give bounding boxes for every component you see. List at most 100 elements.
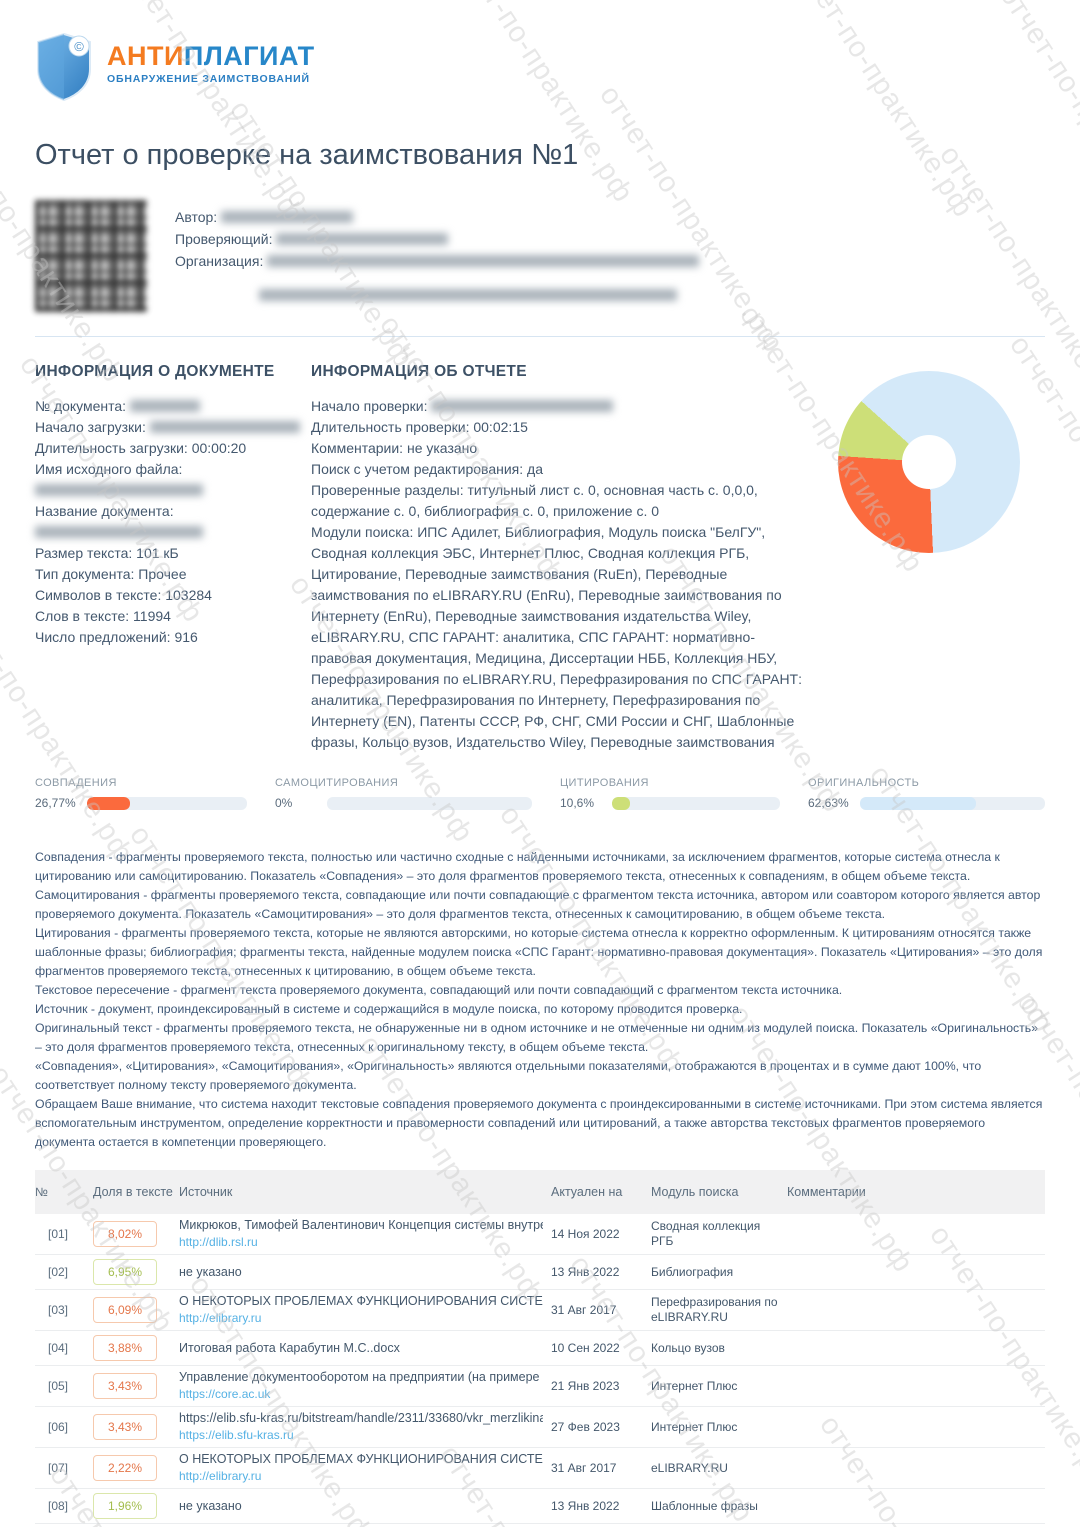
- metric-bar-row: 26,77%: [35, 796, 247, 810]
- source-title: не указано: [179, 1498, 242, 1513]
- table-row: [03] 6,09% О НЕКОТОРЫХ ПРОБЛЕМАХ ФУНКЦИОНИ…: [35, 1290, 1045, 1331]
- share-cell: 2,22%: [93, 1455, 179, 1481]
- info-row: Поиск с учетом редактирования: да: [311, 459, 813, 480]
- col-header-comments: Комментарии: [787, 1184, 866, 1199]
- brand-text: АНТИПЛАГИАТ ОБНАРУЖЕНИЕ ЗАИМСТВОВАНИЙ: [107, 33, 315, 86]
- definition-paragraph: Обращаем Ваше внимание, что система нахо…: [35, 1097, 1043, 1149]
- metric-bar-row: 10,6%: [560, 796, 780, 810]
- metric-label: СОВПАДЕНИЯ: [35, 777, 117, 789]
- document-info-panel: ИНФОРМАЦИЯ О ДОКУМЕНТЕ № документа: Нача…: [35, 363, 311, 753]
- source-title: Микрюков, Тимофей Валентинович Концепция…: [179, 1218, 543, 1232]
- definitions-text: Совпадения - фрагменты проверяемого текс…: [35, 848, 1045, 1152]
- report-info-list: Начало проверки: Длительность проверки: …: [311, 396, 813, 753]
- source-date: 13 Янв 2022: [551, 1264, 620, 1279]
- source-title: не указано: [179, 1264, 242, 1279]
- source-module: Интернет Плюс: [651, 1378, 738, 1393]
- svg-text:©: ©: [74, 39, 84, 54]
- header: © АНТИПЛАГИАТ ОБНАРУЖЕНИЕ ЗАИМСТВОВАНИЙ: [35, 0, 1045, 102]
- source-date: 27 Фев 2023: [551, 1419, 620, 1434]
- metric-value: 62,63%: [808, 796, 849, 810]
- info-row: Длительность проверки: 00:02:15: [311, 417, 813, 438]
- source-module: Сводная коллекция РГБ: [651, 1219, 761, 1248]
- metric-fill: [612, 796, 630, 810]
- metric-bar-row: 0%: [275, 796, 532, 810]
- info-row: Комментарии: не указано: [311, 438, 813, 459]
- share-cell: 3,88%: [93, 1335, 179, 1361]
- info-row: Символов в тексте: 103284: [35, 585, 311, 606]
- source-cell: не указано: [179, 1499, 551, 1514]
- metric-track: [612, 796, 780, 810]
- definition-paragraph: Цитирования - фрагменты проверяемого тек…: [35, 926, 1043, 978]
- antiplagiat-shield-logo-icon: ©: [35, 32, 93, 102]
- info-value: 00:02:15: [473, 419, 528, 435]
- info-row: Начало загрузки:: [35, 417, 311, 438]
- share-badge: 8,02%: [93, 1221, 157, 1247]
- source-link[interactable]: http://elibrary.ru: [179, 1311, 262, 1325]
- info-value: 00:00:20: [191, 440, 247, 456]
- info-value: 11994: [133, 608, 171, 624]
- metric-value: 10,6%: [560, 796, 595, 810]
- redacted-value: [149, 421, 300, 433]
- source-link[interactable]: https://core.ac.uk: [179, 1387, 271, 1401]
- definition-paragraph: Оригинальный текст - фрагменты проверяем…: [35, 1021, 1039, 1054]
- metric-4: ОРИГИНАЛЬНОСТЬ 62,63%: [808, 777, 1045, 810]
- info-section: ИНФОРМАЦИЯ О ДОКУМЕНТЕ № документа: Нача…: [35, 363, 1045, 753]
- author-block: Автор: Проверяющий: Организация:: [35, 200, 1045, 312]
- source-date: 21 Янв 2023: [551, 1378, 620, 1393]
- col-header-module: Модуль поиска: [651, 1184, 739, 1199]
- table-row: [01] 8,02% Микрюков, Тимофей Валентинович …: [35, 1214, 1045, 1255]
- info-label: Комментарии:: [311, 440, 407, 456]
- checker-label: Проверяющий:: [175, 231, 273, 247]
- redacted-value: [35, 484, 203, 496]
- org-value-redacted: [267, 255, 700, 267]
- col-header-date: Актуален на: [551, 1184, 623, 1199]
- share-badge: 3,88%: [93, 1335, 157, 1361]
- share-cell: 6,95%: [93, 1259, 179, 1285]
- info-label: Символов в тексте:: [35, 587, 166, 603]
- metric-value: 26,77%: [35, 796, 76, 810]
- source-date: 10 Сен 2022: [551, 1340, 620, 1355]
- source-title: Итоговая работа Карабутин М.С..docx: [179, 1340, 400, 1355]
- org-label: Организация:: [175, 253, 264, 269]
- metric-label: ЦИТИРОВАНИЯ: [560, 777, 649, 789]
- info-value: да: [527, 461, 543, 477]
- table-header-row: № Доля в тексте Источник Актуален на Мод…: [35, 1170, 1045, 1214]
- info-value: 101 кБ: [136, 545, 179, 561]
- chart-panel: [813, 363, 1045, 753]
- document-info-list: № документа: Начало загрузки: Длительнос…: [35, 396, 311, 648]
- col-header-share: Доля в тексте: [93, 1184, 173, 1199]
- metric-1: СОВПАДЕНИЯ 26,77%: [35, 777, 275, 810]
- metric-3: ЦИТИРОВАНИЯ 10,6%: [560, 777, 808, 810]
- source-link[interactable]: http://dlib.rsl.ru: [179, 1235, 258, 1249]
- document-info-title: ИНФОРМАЦИЯ О ДОКУМЕНТЕ: [35, 363, 275, 380]
- share-cell: 3,43%: [93, 1373, 179, 1399]
- source-module: eLIBRARY.RU: [651, 1460, 728, 1475]
- info-row: Начало проверки:: [311, 396, 813, 417]
- brand-plagiat: ПЛАГИАТ: [183, 41, 315, 71]
- definition-paragraph: Самоцитирования - фрагменты проверяемого…: [35, 888, 1041, 921]
- source-number: [06]: [48, 1420, 69, 1434]
- info-label: № документа:: [35, 398, 130, 414]
- source-link[interactable]: http://elibrary.ru: [179, 1469, 262, 1483]
- metric-label: САМОЦИТИРОВАНИЯ: [275, 777, 399, 789]
- checker-value-redacted: [276, 233, 449, 245]
- metric-2: САМОЦИТИРОВАНИЯ 0%: [275, 777, 560, 810]
- source-number: [02]: [48, 1265, 69, 1279]
- info-label: Поиск с учетом редактирования:: [311, 461, 528, 477]
- brand-tagline: ОБНАРУЖЕНИЕ ЗАИМСТВОВАНИЙ: [107, 73, 310, 85]
- info-label: Проверенные разделы:: [311, 482, 468, 498]
- info-row: Длительность загрузки: 00:00:20: [35, 438, 311, 459]
- source-number: [07]: [48, 1461, 69, 1475]
- source-cell: Микрюков, Тимофей Валентинович Концепция…: [179, 1218, 551, 1250]
- info-label: Длительность загрузки:: [35, 440, 192, 456]
- meta-fields: Автор: Проверяющий: Организация:: [175, 200, 700, 312]
- table-row: [06] 3,43% https://elib.sfu-kras.ru/bitstr…: [35, 1407, 1045, 1448]
- definition-paragraph: Текстовое пересечение - фрагмент текста …: [35, 983, 843, 997]
- info-value: не указано: [406, 440, 478, 456]
- source-link[interactable]: https://elib.sfu-kras.ru: [179, 1428, 294, 1442]
- source-date: 14 Ноя 2022: [551, 1226, 620, 1241]
- source-date: 13 Янв 2022: [551, 1498, 620, 1513]
- source-module: Кольцо вузов: [651, 1340, 725, 1355]
- table-row: [08] 1,96% не указано 13 Янв 2022 Шаблонные …: [35, 1489, 1045, 1524]
- info-row: Название документа:: [35, 501, 311, 543]
